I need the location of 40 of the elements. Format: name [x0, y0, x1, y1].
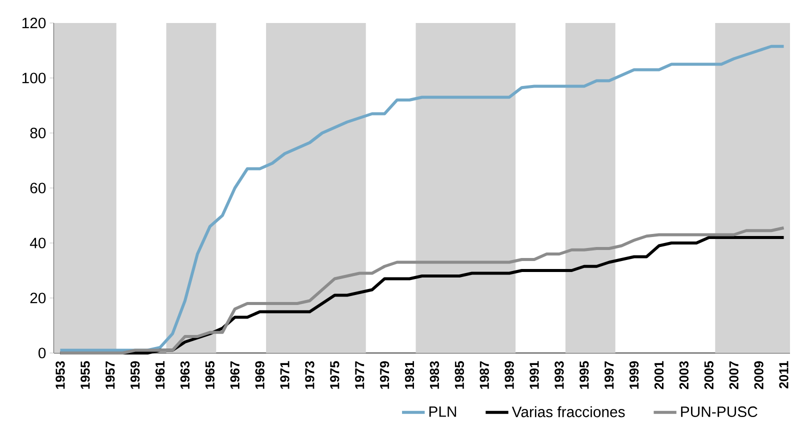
y-tick-label: 40 [30, 238, 46, 248]
x-tick-label: 2007 [729, 361, 738, 390]
legend-label: PLN [429, 406, 456, 417]
y-tick-label: 0 [38, 348, 46, 358]
x-tick-label: 2009 [754, 361, 764, 390]
x-tick-label: 1961 [155, 361, 165, 389]
x-tick-label: 1999 [629, 361, 639, 389]
legend-label: Varias fracciones [512, 406, 625, 418]
x-tick-label: 1971 [280, 361, 290, 389]
x-tick-label: 1989 [504, 361, 514, 389]
x-tick-label: 1977 [355, 361, 364, 389]
x-tick-label: 1981 [404, 361, 414, 389]
x-tick-label: 1959 [130, 361, 140, 389]
x-tick-label: 1979 [380, 361, 390, 389]
y-tick-label: 60 [30, 182, 46, 194]
y-tick-label: 20 [30, 292, 46, 304]
x-tick-label: 1995 [580, 361, 589, 389]
x-tick-label: 1953 [56, 361, 65, 389]
x-tick-label: 1955 [80, 361, 90, 389]
x-tick-label: 1987 [480, 361, 489, 389]
x-tick-label: 1975 [330, 361, 340, 389]
x-tick-label: 1991 [530, 361, 539, 389]
x-tick-label: 1963 [180, 361, 190, 389]
y-tick-label: 120 [22, 18, 46, 28]
x-tick-label: 1993 [554, 361, 564, 389]
x-tick-label: 1985 [454, 361, 464, 389]
x-tick-label: 2011 [779, 361, 788, 388]
y-tick-label: 100 [22, 72, 46, 84]
x-tick-label: 1973 [305, 361, 314, 389]
x-tick-label: 2003 [679, 361, 689, 390]
x-tick-label: 1997 [604, 361, 614, 389]
legend-label: PUN-PUSC [681, 406, 758, 418]
x-tick-label: 1957 [106, 361, 115, 389]
x-tick-label: 2001 [654, 361, 664, 390]
x-tick-label: 1965 [205, 361, 215, 389]
x-tick-label: 1983 [430, 361, 440, 389]
x-tick-label: 1969 [255, 361, 264, 389]
y-tick-label: 80 [30, 128, 46, 138]
x-tick-label: 1967 [230, 361, 240, 389]
x-tick-label: 2005 [704, 361, 714, 390]
